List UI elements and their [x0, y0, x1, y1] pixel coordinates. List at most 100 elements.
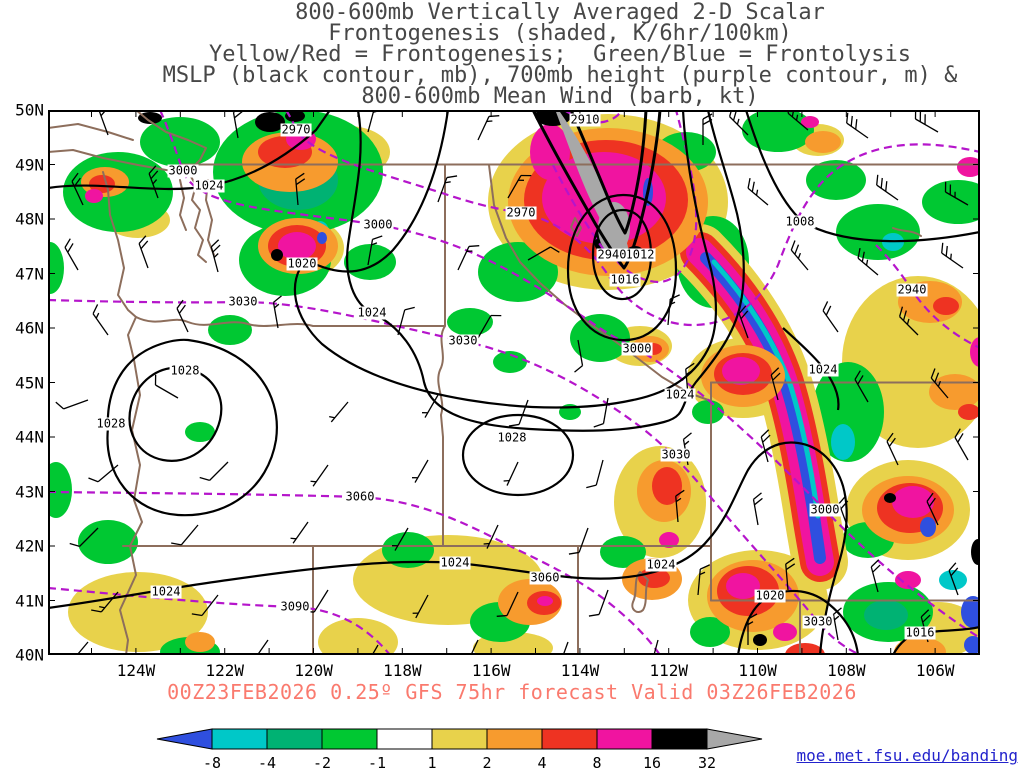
colorbar-segment [211, 728, 268, 750]
wind-barb [507, 174, 532, 199]
wind-barb [437, 175, 458, 203]
wind-barb [870, 559, 881, 593]
wind-barb [98, 110, 109, 136]
wind-barb [593, 397, 609, 428]
wind-barb [760, 429, 771, 463]
lon-axis-label: 106W [915, 661, 955, 680]
contour-label: 1028 [95, 416, 127, 431]
colorbar-tick-label: -1 [368, 754, 386, 768]
lat-axis-label: 46N [15, 318, 44, 338]
lat-axis-label: 49N [15, 155, 44, 174]
contour-label: 1028 [169, 363, 201, 378]
wind-barb [64, 238, 79, 271]
colorbar-segment [431, 728, 488, 750]
wind-barb [926, 492, 939, 526]
title-line-2: Frontogenesis (shaded, K/6hr/100km) [328, 21, 792, 46]
map-title-block: 800-600mb Vertically Averaged 2-D Scalar… [90, 0, 1024, 108]
contour-label: 1020 [286, 256, 318, 271]
wind-barb [508, 399, 529, 427]
contour-label: 3000 [167, 163, 199, 178]
contour-label: 3030 [227, 294, 259, 309]
wind-barb [148, 165, 159, 199]
contour-label: 1008 [784, 214, 816, 229]
contour-label: 3000 [621, 341, 653, 356]
wind-barb [154, 374, 179, 399]
wind-barb [876, 174, 899, 201]
colorbar-segment [376, 728, 433, 750]
mslp-contours [48, 110, 980, 655]
colorbar-segment [266, 728, 323, 750]
wind-barb [697, 564, 710, 596]
wind-barb [412, 459, 429, 483]
lat-axis-label: 41N [15, 591, 44, 610]
wind-barb [770, 367, 781, 401]
wind-barb [747, 178, 769, 206]
contour-label: 1024 [807, 362, 839, 377]
lat-axis-label: 47N [15, 264, 44, 283]
contour-label: 1024 [645, 557, 677, 572]
lat-axis-label: 40N [15, 645, 44, 665]
lon-axis-label: 122W [205, 661, 245, 680]
contour-label: 1024 [356, 305, 388, 320]
contour-label: 3090 [279, 599, 311, 614]
lat-axis-label: 44N [15, 427, 44, 447]
wind-barb [477, 115, 500, 141]
credit-link[interactable]: moe.met.fsu.edu/banding [796, 746, 1018, 765]
wind-barb [70, 641, 89, 655]
lon-axis-label: 110W [738, 661, 777, 680]
contour-label: 1024 [193, 178, 225, 193]
wind-barb [466, 639, 479, 655]
wind-barb [846, 112, 869, 139]
wind-barb [954, 428, 969, 461]
wind-barb [191, 594, 219, 617]
colorbar: -8 -4 -2 -1 1 2 4 8 16 32 [150, 727, 850, 768]
lat-axis-label: 50N [15, 100, 44, 120]
contour-label: 1024 [439, 555, 471, 570]
lat-axis-label: 45N [15, 373, 44, 392]
wind-barb [412, 594, 429, 619]
wind-barb [92, 304, 109, 336]
wind-barb [568, 527, 589, 555]
contour-label: 1020 [754, 588, 786, 603]
wind-barb [930, 368, 949, 399]
wind-barb [392, 527, 409, 551]
lon-axis-label: 114W [560, 661, 600, 680]
wind-barb [290, 521, 309, 544]
great-salt-lake [631, 571, 649, 613]
wind-barb [854, 370, 869, 403]
contour-label: 2940 [896, 282, 928, 297]
wind-barb [944, 181, 969, 206]
wind-barb [832, 607, 842, 641]
wind-barb [503, 461, 519, 486]
colorbar-tick-label: -2 [313, 754, 331, 768]
wind-barb [948, 562, 959, 596]
wind-barb [199, 461, 229, 482]
contour-label: 2970 [505, 205, 537, 220]
wind-barb [367, 235, 383, 266]
colorbar-segment [486, 728, 543, 750]
wind-barb [785, 557, 796, 591]
wind-barb [397, 306, 415, 336]
wind-barb [838, 495, 849, 529]
wind-barb [176, 299, 189, 333]
colorbar-arrow-right [706, 728, 763, 750]
wind-barb [527, 246, 560, 261]
lon-axis-label: 108W [827, 661, 866, 680]
lon-axis-label: 118W [383, 661, 422, 680]
colorbar-tick-label: 4 [537, 754, 546, 768]
wind-barb [914, 110, 939, 133]
wind-barb [650, 639, 659, 655]
colorbar-segment [541, 728, 598, 750]
wind-barb [329, 401, 349, 423]
contour-label: 3030 [447, 333, 479, 348]
wind-barb [364, 644, 379, 655]
contour-label: 1028 [496, 430, 528, 445]
colorbar-tick-label: 8 [592, 754, 601, 768]
wind-barb [941, 242, 964, 269]
title-line-4: MSLP (black contour, mb), 700mb height (… [162, 63, 958, 88]
lat-axis-label: 48N [15, 209, 44, 229]
title-line-1: 800-600mb Vertically Averaged 2-D Scalar [295, 0, 825, 25]
contour-label: 1012 [624, 247, 656, 262]
lon-axis-label: 120W [294, 661, 333, 680]
